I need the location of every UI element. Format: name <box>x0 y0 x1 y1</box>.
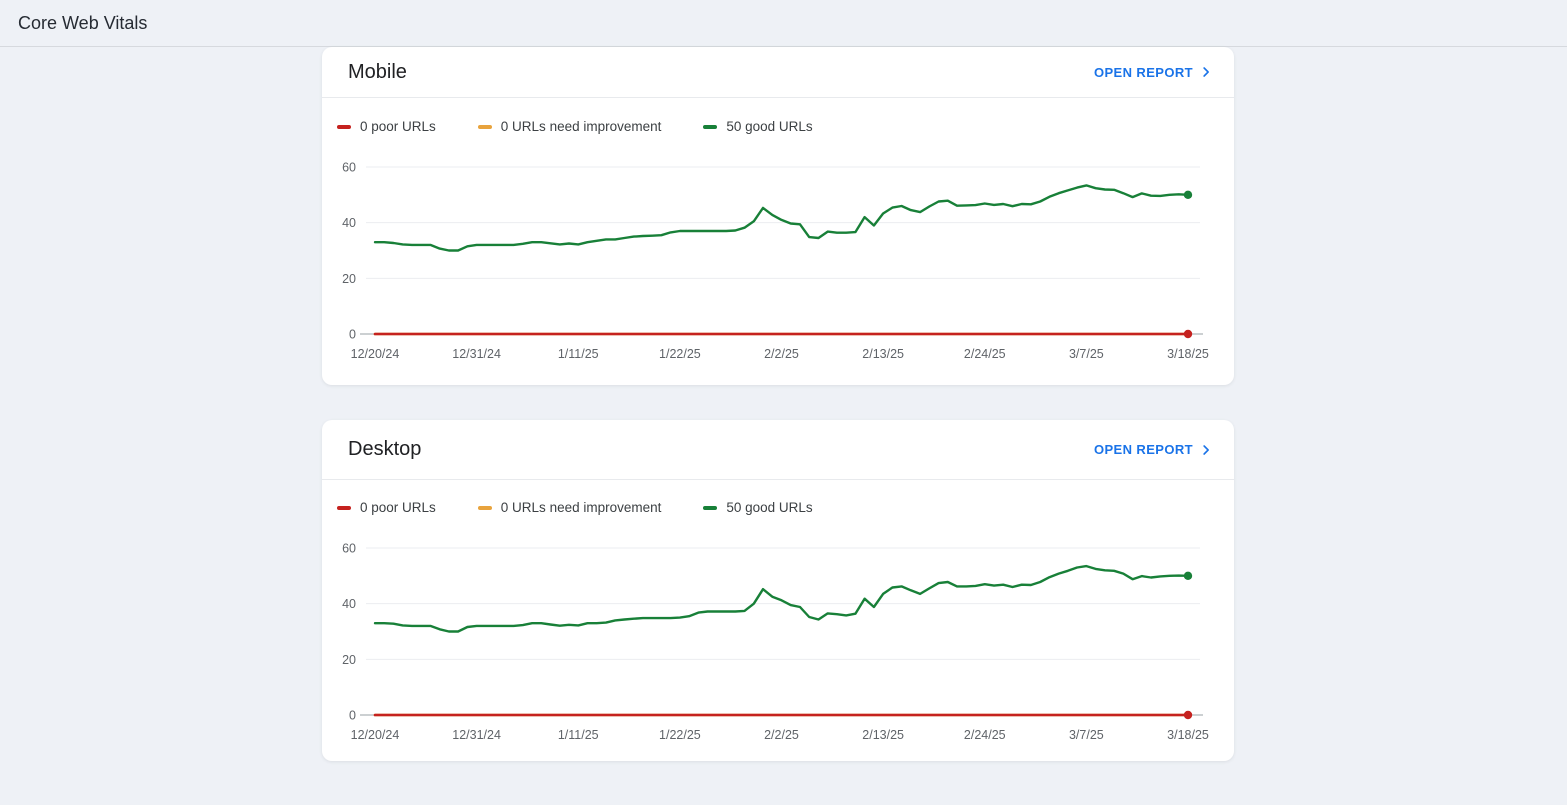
poor-urls-label: 0 poor URLs <box>360 119 436 134</box>
x-tick-label: 12/20/24 <box>351 347 400 361</box>
desktop-open-report-link[interactable]: OPEN REPORT <box>1094 442 1214 458</box>
improve-urls-label: 0 URLs need improvement <box>500 119 662 134</box>
x-tick-label: 12/31/24 <box>452 728 501 742</box>
good-urls-swatch <box>703 505 718 510</box>
improve-urls-swatch <box>477 124 492 129</box>
poor-urls-swatch <box>337 124 351 129</box>
legend-item-poor[interactable]: 0 poor URLs <box>337 500 436 515</box>
poor-urls-end-dot <box>1183 329 1193 339</box>
x-tick-label: 2/24/25 <box>964 347 1006 361</box>
poor-urls-swatch <box>337 505 351 510</box>
x-tick-label: 3/18/25 <box>1167 728 1209 742</box>
desktop-core-web-vitals-chart[interactable]: 0 20 40 60 12/20/24 12/31/24 1/11/25 1/22/25 2/2… <box>322 518 1234 750</box>
desktop-legend: 0 poor URLs 0 URLs need improvement 50 g… <box>322 480 1234 516</box>
good-urls-line <box>373 184 1190 252</box>
improve-urls-swatch <box>477 505 492 510</box>
legend-item-poor[interactable]: 0 poor URLs <box>337 119 436 134</box>
improve-urls-label: 0 URLs need improvement <box>500 500 662 515</box>
mobile-open-report-link[interactable]: OPEN REPORT <box>1094 64 1214 80</box>
good-urls-end-dot <box>1183 190 1193 200</box>
y-tick-label: 20 <box>342 653 356 667</box>
page-title: Core Web Vitals <box>18 12 148 33</box>
y-tick-label: 0 <box>349 709 356 723</box>
y-tick-label: 20 <box>342 272 356 286</box>
x-tick-label: 12/31/24 <box>452 347 501 361</box>
x-tick-label: 2/13/25 <box>862 347 904 361</box>
x-tick-label: 3/7/25 <box>1069 728 1104 742</box>
good-urls-label: 50 good URLs <box>726 500 813 515</box>
mobile-legend: 0 poor URLs 0 URLs need improvement 50 g… <box>322 98 1234 135</box>
desktop-open-report-label: OPEN REPORT <box>1093 442 1193 457</box>
mobile-open-report-label: OPEN REPORT <box>1093 64 1193 80</box>
y-tick-label: 0 <box>349 328 356 342</box>
mobile-core-web-vitals-chart[interactable]: 0 20 40 60 12/20/24 12/31/24 1/11/25 1/22/25 2/2… <box>322 137 1234 369</box>
y-tick-label: 60 <box>342 161 356 175</box>
good-urls-label: 50 good URLs <box>726 119 813 134</box>
desktop-card-header: Desktop OPEN REPORT <box>322 420 1234 480</box>
mobile-card-header: Mobile OPEN REPORT <box>322 47 1234 98</box>
x-tick-label: 2/13/25 <box>862 728 904 742</box>
legend-item-good[interactable]: 50 good URLs <box>703 500 813 515</box>
x-tick-label: 2/24/25 <box>964 728 1006 742</box>
legend-item-improve[interactable]: 0 URLs need improvement <box>477 500 662 515</box>
poor-urls-label: 0 poor URLs <box>360 500 436 515</box>
x-tick-label: 1/11/25 <box>558 728 599 742</box>
chevron-right-icon <box>1198 64 1214 80</box>
chevron-right-icon <box>1198 442 1214 458</box>
mobile-card-title: Mobile <box>348 60 407 83</box>
x-tick-label: 3/18/25 <box>1167 347 1209 361</box>
x-tick-label: 12/20/24 <box>351 728 400 742</box>
x-tick-label: 3/7/25 <box>1069 347 1104 361</box>
poor-urls-end-dot <box>1183 710 1193 720</box>
page-header: Core Web Vitals <box>0 0 1567 47</box>
mobile-card: Mobile OPEN REPORT 0 poor URLs 0 URLs ne… <box>322 47 1234 385</box>
x-tick-label: 2/2/25 <box>764 728 799 742</box>
good-urls-line <box>373 564 1190 633</box>
good-urls-swatch <box>703 124 718 129</box>
good-urls-end-dot <box>1183 571 1193 581</box>
desktop-card: Desktop OPEN REPORT 0 poor URLs 0 URLs n… <box>322 420 1234 761</box>
y-tick-label: 60 <box>342 542 356 556</box>
y-tick-label: 40 <box>342 597 356 611</box>
x-tick-label: 1/11/25 <box>558 347 599 361</box>
legend-item-good[interactable]: 50 good URLs <box>703 119 813 134</box>
desktop-card-title: Desktop <box>348 438 422 460</box>
x-tick-label: 2/2/25 <box>764 347 799 361</box>
y-tick-label: 40 <box>342 216 356 230</box>
legend-item-improve[interactable]: 0 URLs need improvement <box>477 119 662 134</box>
x-tick-label: 1/22/25 <box>659 347 701 361</box>
content-area: Mobile OPEN REPORT 0 poor URLs 0 URLs ne… <box>0 47 1567 761</box>
x-tick-label: 1/22/25 <box>659 728 701 742</box>
